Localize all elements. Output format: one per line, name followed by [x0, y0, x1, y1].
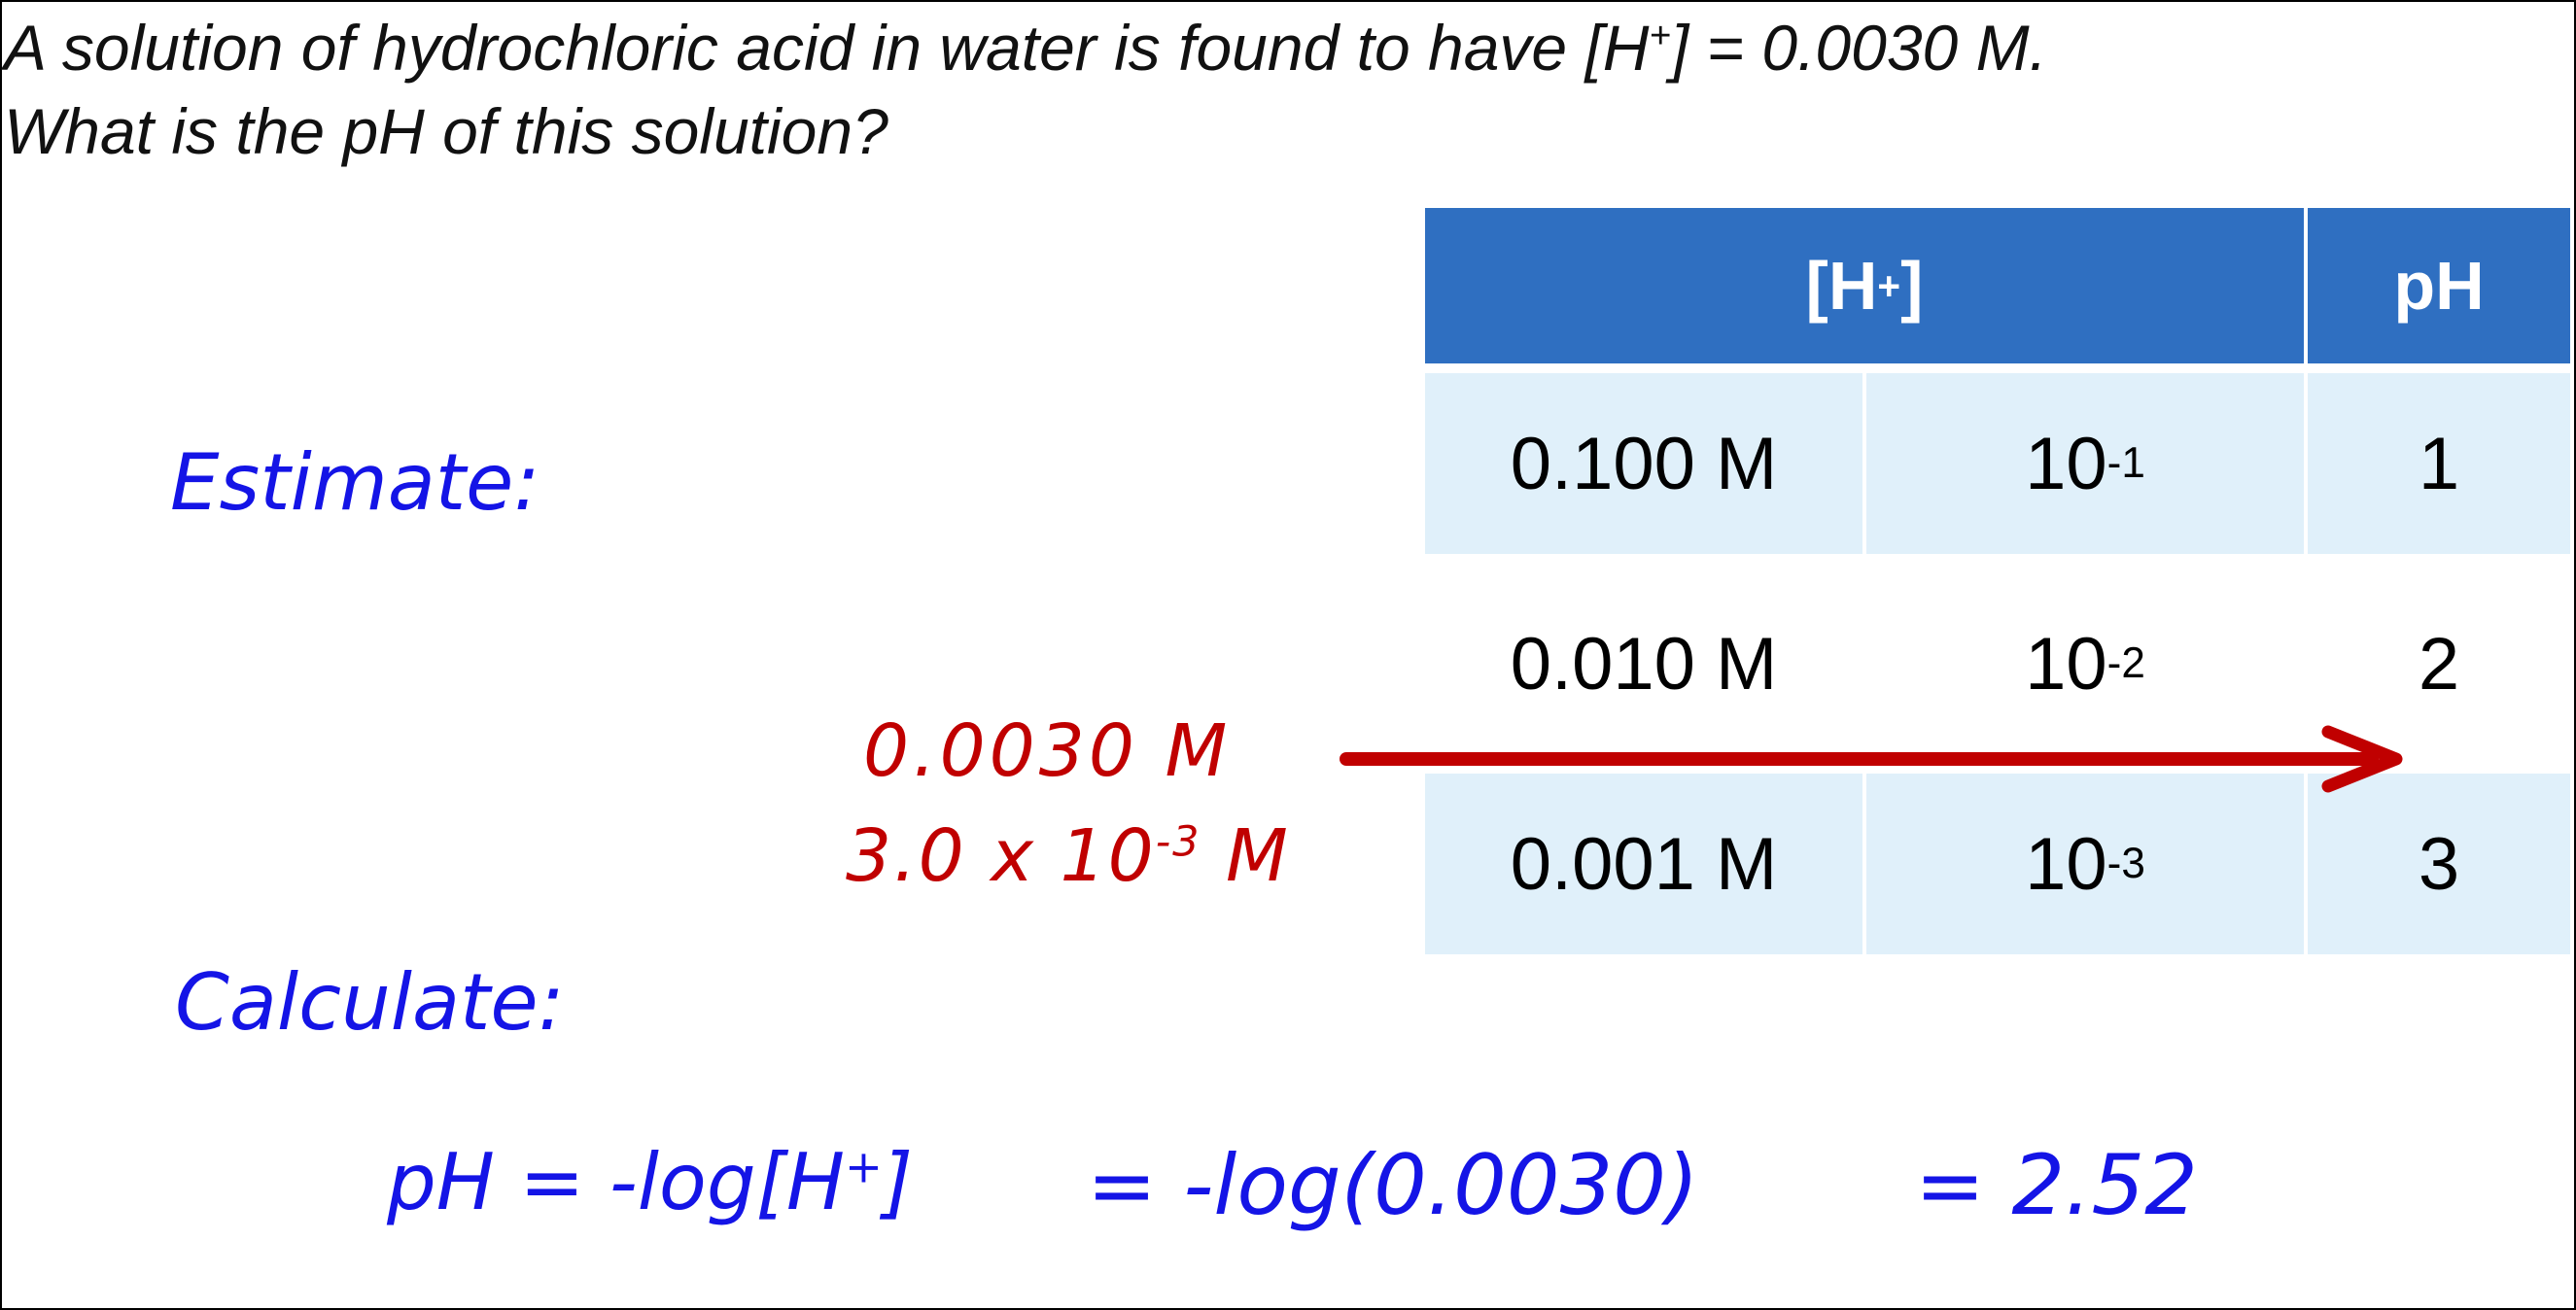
power-cell: 10 -2: [2025, 622, 2145, 706]
sci-base: 3.0 x 10: [846, 814, 1156, 898]
power-base: 10: [2025, 422, 2107, 505]
header-h-end: ]: [1900, 248, 1924, 324]
formula-definition-end: ]: [882, 1137, 914, 1227]
table-row: 0.100 M 10 -1 1: [1425, 373, 2570, 554]
red-decimal-concentration: 0.0030 M: [863, 709, 1232, 793]
formula-substitution: = -log(0.0030): [1087, 1137, 1699, 1234]
header-h-start: [H: [1805, 248, 1878, 324]
formula-definition: pH = -log[H+]: [387, 1137, 913, 1227]
power-cell: 10 -3: [1866, 774, 2304, 954]
ph-cell: 3: [2308, 774, 2570, 954]
question-superscript: +: [1649, 15, 1671, 56]
ph-cell: 1: [2308, 373, 2570, 554]
header-ph: pH: [2308, 208, 2570, 363]
power-base: 10: [2025, 822, 2107, 906]
ph-cell: 2: [2418, 622, 2460, 706]
question-line-1: A solution of hydrochloric acid in water…: [4, 6, 2047, 89]
power-cell: 10 -1: [1866, 373, 2304, 554]
calculate-label: Calculate:: [175, 957, 565, 1048]
table-header: [H +] pH: [1425, 208, 2570, 363]
red-scientific-concentration: 3.0 x 10-3 M: [846, 814, 1290, 898]
molar-cell: 0.001 M: [1425, 774, 1862, 954]
estimate-label: Estimate:: [170, 437, 540, 528]
molar-cell: 0.010 M: [1510, 622, 1778, 706]
formula-superscript: +: [845, 1140, 883, 1193]
sci-exponent: -3: [1155, 817, 1201, 867]
question-line-2: What is the pH of this solution?: [4, 95, 888, 167]
question-line-1-end: ] = 0.0030 M.: [1670, 12, 2047, 84]
table-row: 0.001 M 10 -3 3: [1425, 774, 2570, 954]
power-base: 10: [2025, 622, 2107, 706]
question-text: A solution of hydrochloric acid in water…: [4, 6, 2047, 173]
sci-unit: M: [1201, 814, 1290, 898]
formula-result: = 2.52: [1915, 1137, 2198, 1234]
question-line-1-start: A solution of hydrochloric acid in water…: [4, 12, 1650, 84]
molar-cell: 0.100 M: [1425, 373, 1862, 554]
header-h-concentration: [H +]: [1425, 208, 2304, 363]
table-row: 0.010 M 10 -2 2: [1425, 573, 2570, 754]
formula-definition-start: pH = -log[H: [387, 1137, 846, 1227]
